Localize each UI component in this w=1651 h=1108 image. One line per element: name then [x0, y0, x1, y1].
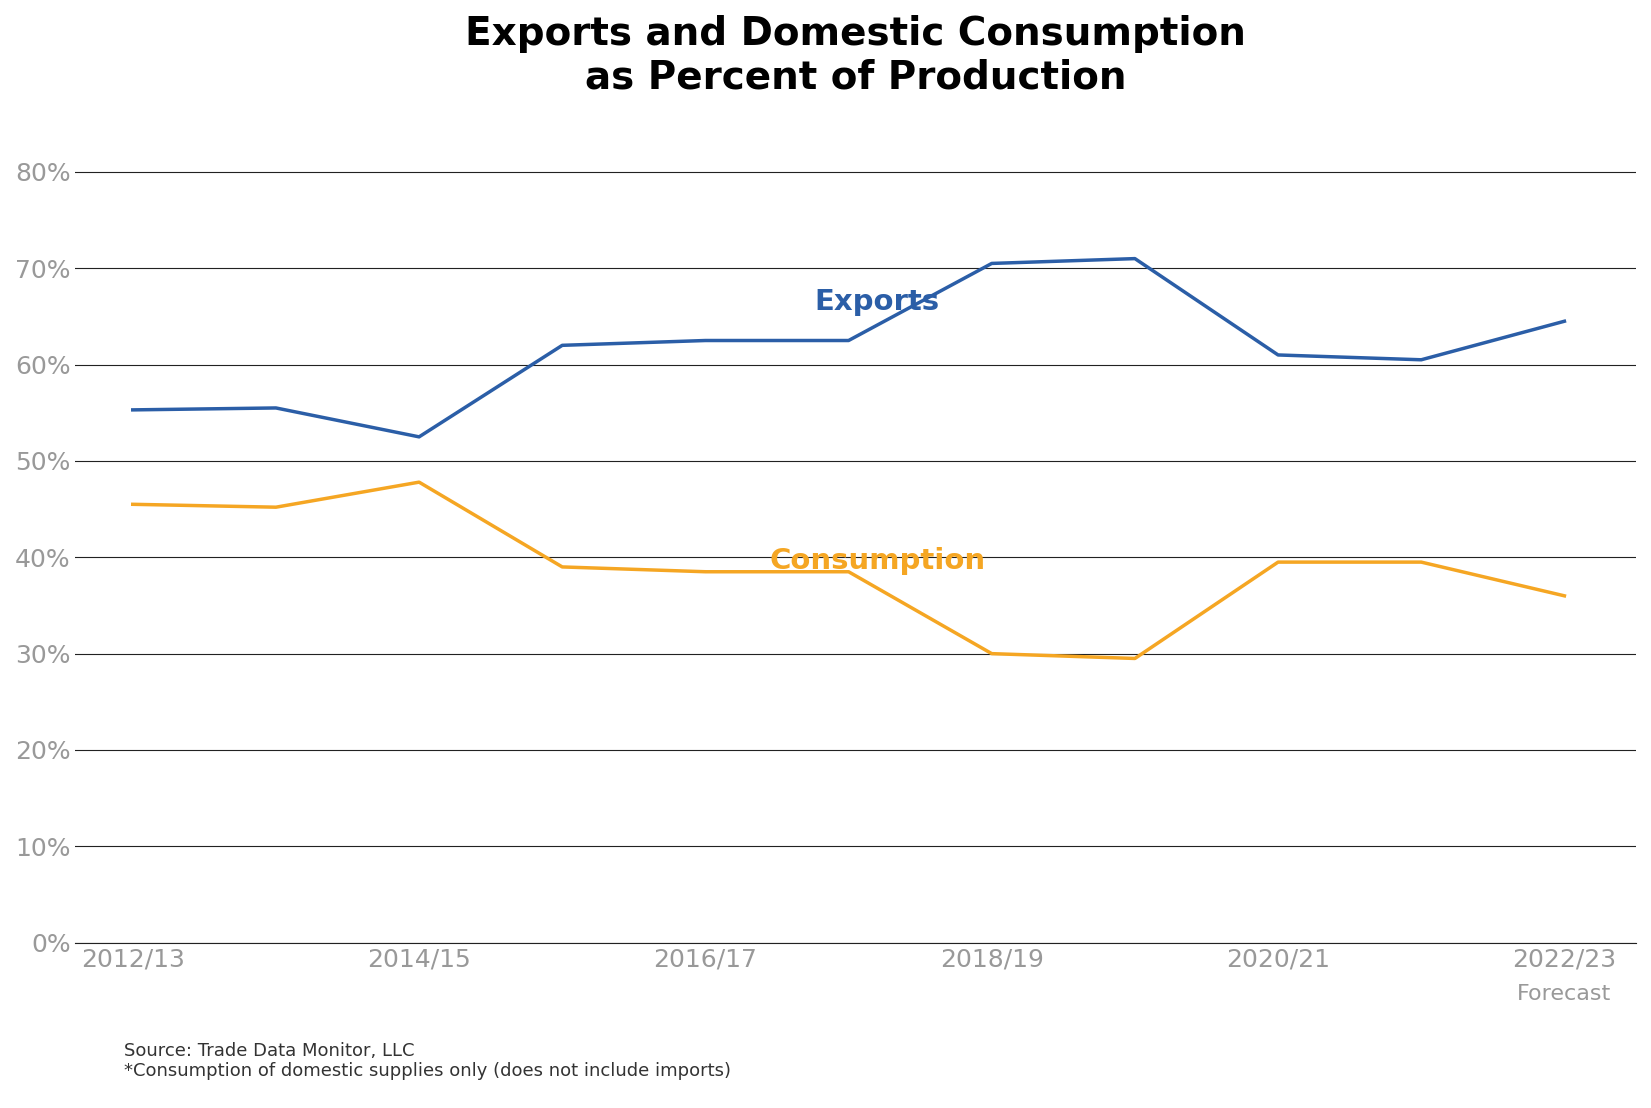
Text: Source: Trade Data Monitor, LLC
*Consumption of domestic supplies only (does not: Source: Trade Data Monitor, LLC *Consump…	[124, 1042, 731, 1080]
Title: Exports and Domestic Consumption
as Percent of Production: Exports and Domestic Consumption as Perc…	[466, 16, 1247, 98]
Text: Forecast: Forecast	[1517, 984, 1611, 1004]
Text: Consumption: Consumption	[769, 547, 986, 575]
Text: Exports: Exports	[814, 288, 939, 316]
